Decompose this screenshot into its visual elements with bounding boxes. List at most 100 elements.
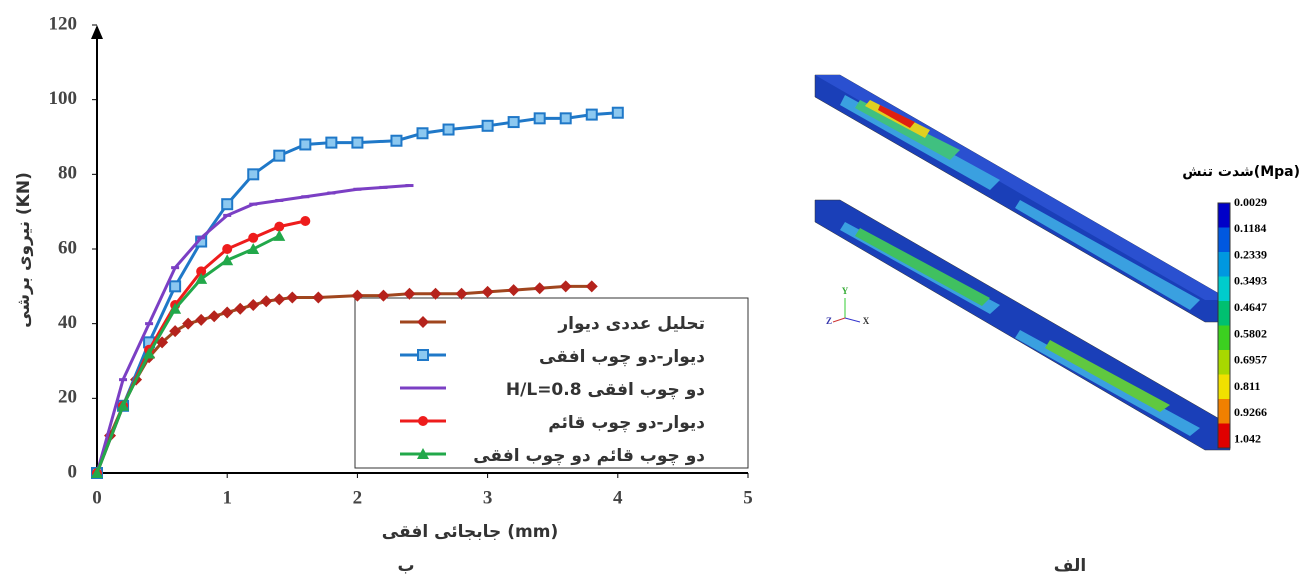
marker [119,378,127,381]
marker [586,280,598,292]
marker [405,184,413,187]
marker [247,299,259,311]
colorbar-segment [1218,424,1230,449]
marker [260,295,272,307]
marker [273,293,285,305]
y-tick-label: 120 [49,13,78,34]
colorbar-segment [1218,277,1230,302]
y-axis-arrow [91,25,103,39]
colorbar-label: 0.811 [1234,379,1260,393]
y-tick-label: 40 [58,312,77,333]
marker [327,192,335,195]
x-tick-label: 1 [222,487,232,508]
series-line [97,221,305,473]
marker [560,280,572,292]
colorbar-label: 0.1184 [1234,221,1266,235]
axis-label: Y [842,286,849,296]
marker [197,236,205,239]
caption: الف [1054,556,1086,576]
marker [379,186,387,189]
x-axis-title: جابجائی افقی (mm) [382,522,558,542]
marker [273,230,285,241]
colorbar-segment [1218,203,1230,228]
marker [171,266,179,269]
marker [301,195,309,198]
colorbar-label: 0.3493 [1234,274,1267,288]
marker [234,303,246,315]
marker [561,113,571,123]
marker [419,387,427,390]
y-tick-label: 20 [58,387,77,408]
marker [208,310,220,322]
colorbar-segment [1218,399,1230,424]
marker [353,188,361,191]
figure: جابجائی افقی (mm) نیروی برشی (KN) ب Y Z … [0,0,1305,579]
y-axis-title: نیروی برشی (KN) [14,172,34,328]
caption: ب [397,556,414,576]
axis-label: Z [826,316,832,326]
marker [482,286,494,298]
marker [248,233,258,243]
marker [170,281,180,291]
colorbar-segment [1218,326,1230,351]
legend-label: دیوار-دو چوب قائم [548,413,705,433]
colorbar-label: 0.2339 [1234,247,1267,261]
colorbar-label: 0.5802 [1234,326,1267,340]
x-tick-label: 4 [613,487,623,508]
marker [145,322,153,325]
legend-label: تحلیل عددی دیوار [557,314,705,334]
series-line [97,236,279,473]
marker [195,314,207,326]
colorbar-segment [1218,350,1230,375]
legend-label: دو چوب افقی H/L=0.8 [506,380,705,400]
marker [222,244,232,254]
legend-label: دو چوب قائم دو چوب افقی [473,446,705,466]
legend-label: دیوار-دو چوب افقی [539,347,705,367]
colorbar-title: شدت تنش(Mpa) [1182,164,1300,180]
marker [352,138,362,148]
x-tick-label: 0 [92,487,102,508]
colorbar-segment [1218,301,1230,326]
marker [222,199,232,209]
marker [248,169,258,179]
marker [391,136,401,146]
axis-label: X [863,316,870,326]
marker [483,121,493,131]
marker [418,350,428,360]
marker [613,108,623,118]
marker [223,214,231,217]
y-tick-label: 80 [58,163,77,184]
marker [418,416,428,426]
marker [221,306,233,318]
colorbar-label: 0.9266 [1234,405,1267,419]
marker [418,128,428,138]
marker [587,110,597,120]
marker [508,284,520,296]
marker [182,318,194,330]
colorbar-segment [1218,375,1230,400]
marker [300,216,310,226]
axis-gizmo [833,298,860,322]
marker [249,203,257,206]
colorbar-label: 1.042 [1234,431,1261,445]
colorbar-label: 0.0029 [1234,195,1267,209]
marker [286,292,298,304]
marker [534,282,546,294]
marker [312,292,324,304]
colorbar-label: 0.6957 [1234,353,1267,367]
marker [275,199,283,202]
x-tick-label: 2 [353,487,363,508]
colorbar-label: 0.4647 [1234,300,1267,314]
marker [535,113,545,123]
x-tick-label: 5 [743,487,753,508]
marker [326,138,336,148]
marker [444,125,454,135]
y-tick-label: 100 [49,88,78,109]
y-tick-label: 0 [68,461,78,482]
colorbar-segment [1218,252,1230,277]
fem-model [815,75,1230,450]
colorbar-segment [1218,228,1230,253]
marker [509,117,519,127]
marker [300,139,310,149]
x-tick-label: 3 [483,487,493,508]
